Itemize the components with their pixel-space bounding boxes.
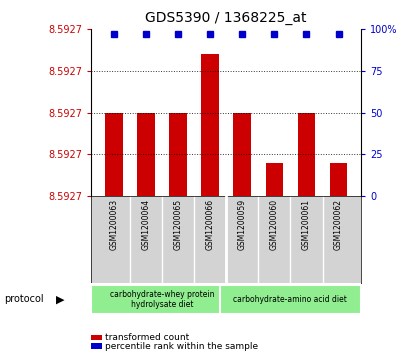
Bar bbox=[298, 113, 315, 196]
Text: GSM1200065: GSM1200065 bbox=[173, 199, 183, 250]
Bar bbox=[233, 113, 251, 196]
Text: ▶: ▶ bbox=[56, 294, 64, 305]
Text: GSM1200062: GSM1200062 bbox=[334, 199, 343, 250]
Bar bbox=[266, 163, 283, 196]
Bar bbox=[169, 113, 187, 196]
Text: GSM1200063: GSM1200063 bbox=[109, 199, 118, 250]
Bar bbox=[137, 113, 155, 196]
Bar bbox=[330, 163, 347, 196]
Text: percentile rank within the sample: percentile rank within the sample bbox=[105, 342, 258, 351]
Bar bbox=[105, 113, 122, 196]
Text: protocol: protocol bbox=[4, 294, 44, 305]
Text: GSM1200060: GSM1200060 bbox=[270, 199, 279, 250]
Text: GSM1200064: GSM1200064 bbox=[142, 199, 150, 250]
Bar bbox=[220, 285, 361, 314]
Bar bbox=[91, 285, 232, 314]
Text: carbohydrate-amino acid diet: carbohydrate-amino acid diet bbox=[234, 295, 347, 304]
Title: GDS5390 / 1368225_at: GDS5390 / 1368225_at bbox=[145, 11, 307, 25]
Text: GSM1200066: GSM1200066 bbox=[205, 199, 215, 250]
Bar bbox=[201, 54, 219, 196]
Text: GSM1200061: GSM1200061 bbox=[302, 199, 311, 250]
Text: transformed count: transformed count bbox=[105, 333, 189, 342]
Text: GSM1200059: GSM1200059 bbox=[238, 199, 247, 250]
Text: carbohydrate-whey protein
hydrolysate diet: carbohydrate-whey protein hydrolysate di… bbox=[110, 290, 214, 309]
